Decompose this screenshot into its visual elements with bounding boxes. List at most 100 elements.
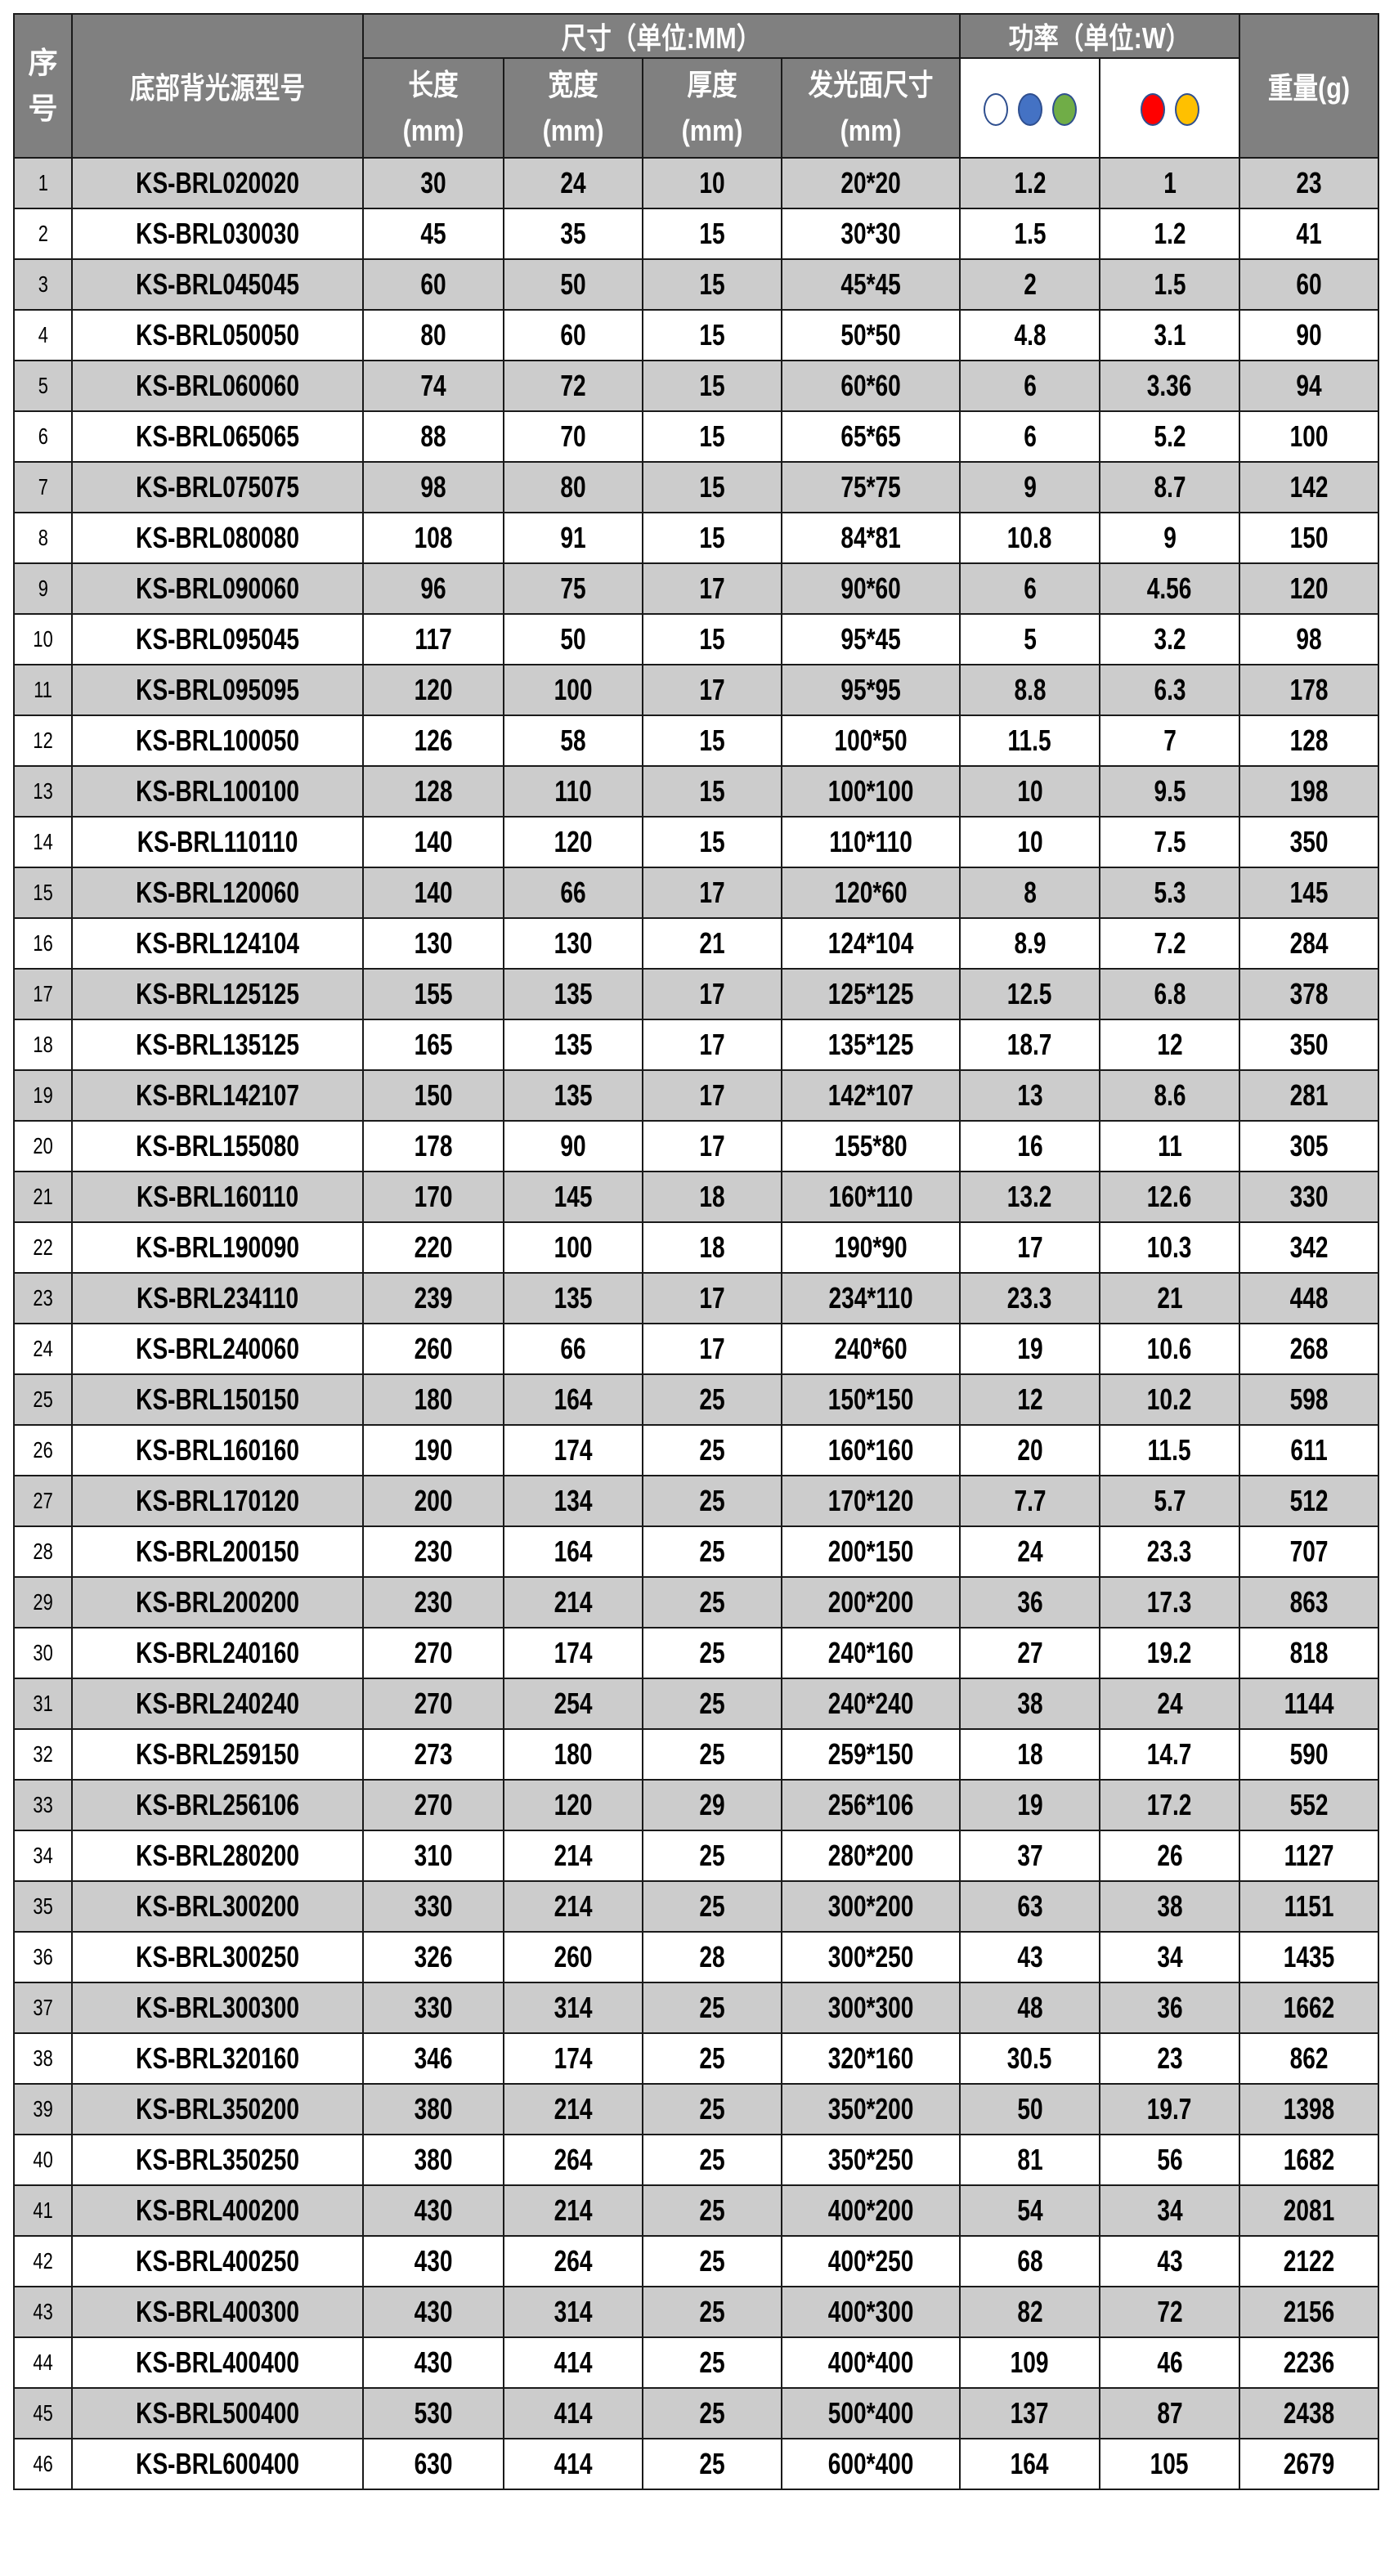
cell-model: KS-BRL190090 (71, 1221, 364, 1274)
cell-power-warm: 12 (1099, 1019, 1241, 1071)
cell-thickness: 15 (642, 461, 782, 513)
table-row: 36 KS-BRL300250 326 260 28 300*250 43 34 1435 (13, 1931, 1380, 1983)
table-row: 10 KS-BRL095045 117 50 15 95*45 5 3.2 98 (13, 613, 1380, 665)
cell-width: 135 (503, 968, 643, 1020)
cell-weight: 2081 (1239, 2184, 1380, 2237)
cell-thickness: 25 (642, 2032, 782, 2085)
cell-width: 214 (503, 2184, 643, 2237)
cell-length: 190 (362, 1424, 504, 1476)
cell-index: 1 (13, 157, 73, 209)
cell-power-cool: 36 (959, 1576, 1101, 1628)
cell-emitting-size: 125*125 (780, 968, 961, 1020)
cell-emitting-size: 300*250 (780, 1931, 961, 1983)
cell-emitting-size: 142*107 (780, 1069, 961, 1122)
cell-power-cool: 13.2 (959, 1171, 1101, 1223)
cell-thickness: 25 (642, 2134, 782, 2186)
cell-thickness: 15 (642, 309, 782, 361)
cell-power-warm: 36 (1099, 1982, 1241, 2034)
cell-emitting-size: 100*100 (780, 765, 961, 818)
cell-model: KS-BRL120060 (71, 867, 364, 919)
cell-emitting-size: 350*250 (780, 2134, 961, 2186)
cell-model: KS-BRL095045 (71, 613, 364, 665)
cell-length: 128 (362, 765, 504, 818)
cell-model: KS-BRL150150 (71, 1373, 364, 1426)
cell-weight: 1682 (1239, 2134, 1380, 2186)
cell-power-cool: 81 (959, 2134, 1101, 2186)
cell-index: 9 (13, 562, 73, 615)
cell-length: 380 (362, 2134, 504, 2186)
cell-emitting-size: 135*125 (780, 1019, 961, 1071)
cell-emitting-size: 45*45 (780, 258, 961, 311)
cell-power-cool: 17 (959, 1221, 1101, 1274)
cell-length: 230 (362, 1576, 504, 1628)
table-row: 34 KS-BRL280200 310 214 25 280*200 37 26 1127 (13, 1830, 1380, 1882)
cell-weight: 1144 (1239, 1678, 1380, 1730)
cell-weight: 178 (1239, 664, 1380, 716)
cell-width: 75 (503, 562, 643, 615)
cell-model: KS-BRL045045 (71, 258, 364, 311)
cell-emitting-size: 400*400 (780, 2336, 961, 2389)
table-row: 24 KS-BRL240060 260 66 17 240*60 19 10.6 268 (13, 1323, 1380, 1375)
cell-emitting-size: 155*80 (780, 1120, 961, 1172)
cell-length: 220 (362, 1221, 504, 1274)
table-row: 5 KS-BRL060060 74 72 15 60*60 6 3.36 94 (13, 360, 1380, 412)
cell-power-cool: 43 (959, 1931, 1101, 1983)
cell-width: 100 (503, 1221, 643, 1274)
cell-emitting-size: 500*400 (780, 2387, 961, 2439)
cell-emitting-size: 400*200 (780, 2184, 961, 2237)
cell-index: 15 (13, 867, 73, 919)
cell-weight: 90 (1239, 309, 1380, 361)
cell-thickness: 15 (642, 258, 782, 311)
cell-power-warm: 10.3 (1099, 1221, 1241, 1274)
table-row: 12 KS-BRL100050 126 58 15 100*50 11.5 7 128 (13, 715, 1380, 767)
cell-index: 17 (13, 968, 73, 1020)
cell-thickness: 25 (642, 2286, 782, 2338)
cell-index: 14 (13, 816, 73, 868)
cell-power-cool: 2 (959, 258, 1101, 311)
backlight-spec-table: 序号 底部背光源型号 尺寸（单位:MM） 功率（单位:W） 重量(g) 长度 (m… (13, 13, 1380, 2490)
cell-model: KS-BRL090060 (71, 562, 364, 615)
cell-index: 37 (13, 1982, 73, 2034)
cell-length: 165 (362, 1019, 504, 1071)
cell-width: 50 (503, 258, 643, 311)
cell-model: KS-BRL110110 (71, 816, 364, 868)
cell-emitting-size: 234*110 (780, 1272, 961, 1324)
cell-length: 45 (362, 208, 504, 260)
cell-index: 7 (13, 461, 73, 513)
cell-length: 120 (362, 664, 504, 716)
cell-thickness: 18 (642, 1221, 782, 1274)
cell-index: 46 (13, 2438, 73, 2490)
cell-weight: 342 (1239, 1221, 1380, 1274)
table-row: 38 KS-BRL320160 346 174 25 320*160 30.5 23 862 (13, 2032, 1380, 2085)
cell-thickness: 15 (642, 208, 782, 260)
cell-weight: 350 (1239, 1019, 1380, 1071)
cell-index: 22 (13, 1221, 73, 1274)
cell-thickness: 25 (642, 2235, 782, 2287)
cell-power-warm: 17.2 (1099, 1779, 1241, 1831)
cell-emitting-size: 95*45 (780, 613, 961, 665)
cell-width: 414 (503, 2438, 643, 2490)
cell-width: 135 (503, 1272, 643, 1324)
cell-index: 25 (13, 1373, 73, 1426)
cell-model: KS-BRL135125 (71, 1019, 364, 1071)
cell-model: KS-BRL400400 (71, 2336, 364, 2389)
cell-emitting-size: 256*106 (780, 1779, 961, 1831)
cell-model: KS-BRL142107 (71, 1069, 364, 1122)
cell-weight: 448 (1239, 1272, 1380, 1324)
table-row: 13 KS-BRL100100 128 110 15 100*100 10 9.5 198 (13, 765, 1380, 818)
header-power-red-yellow (1099, 57, 1241, 159)
cell-length: 346 (362, 2032, 504, 2085)
cell-width: 66 (503, 1323, 643, 1375)
cell-thickness: 28 (642, 1931, 782, 1983)
cell-power-cool: 11.5 (959, 715, 1101, 767)
cell-index: 2 (13, 208, 73, 260)
cell-index: 35 (13, 1880, 73, 1933)
cell-emitting-size: 30*30 (780, 208, 961, 260)
cell-power-warm: 10.6 (1099, 1323, 1241, 1375)
cell-weight: 512 (1239, 1475, 1380, 1527)
cell-index: 20 (13, 1120, 73, 1172)
cell-index: 27 (13, 1475, 73, 1527)
cell-power-cool: 16 (959, 1120, 1101, 1172)
cell-weight: 350 (1239, 816, 1380, 868)
cell-thickness: 18 (642, 1171, 782, 1223)
